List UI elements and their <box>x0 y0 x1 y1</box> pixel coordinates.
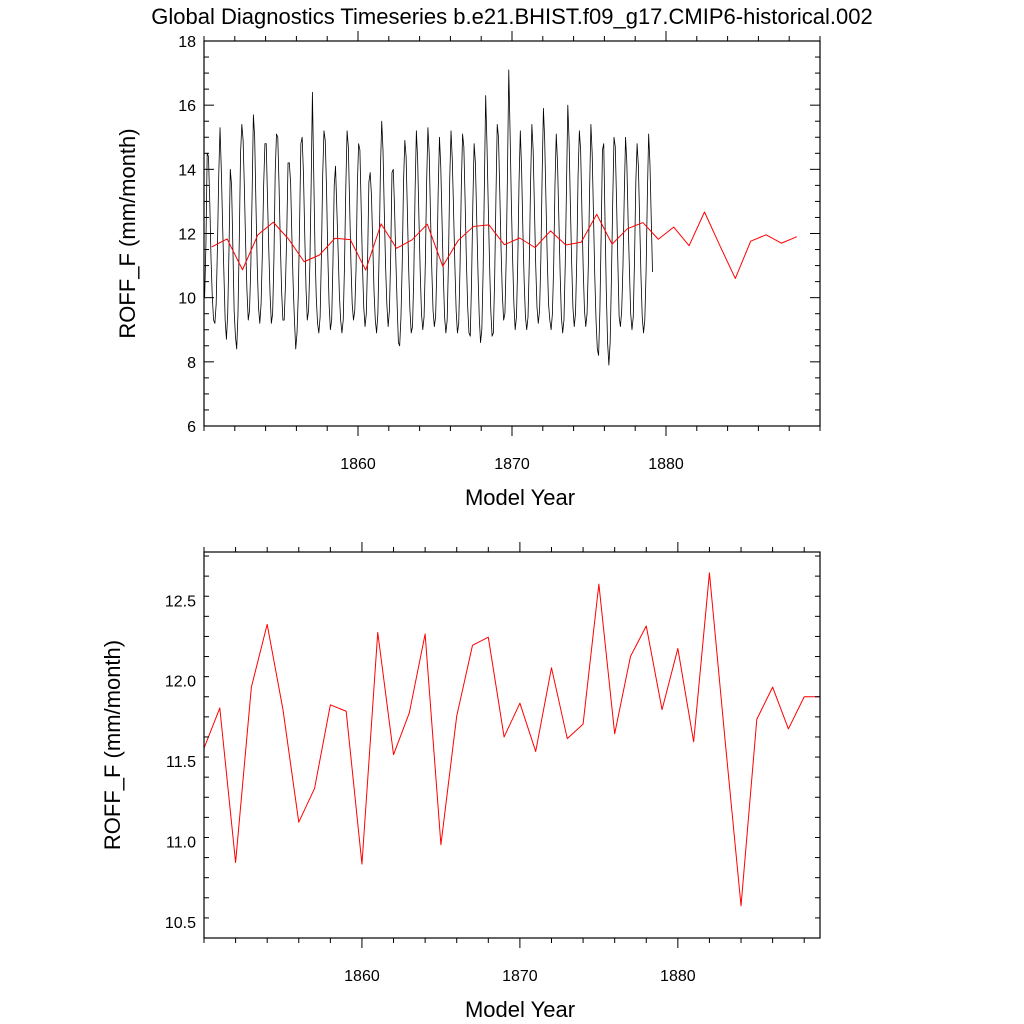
timeseries-panel-annual: 10.5 11.0 11.5 12.0 12.5 1860 1870 1880 Model Ye… <box>100 542 821 1022</box>
y-tick-label: 11.5 <box>166 754 196 771</box>
y-tick-label: 6 <box>187 419 196 436</box>
y-tick-label: 16 <box>178 98 196 115</box>
y-tick-label: 14 <box>178 162 196 179</box>
y-axis-label: ROFF_F (mm/month) <box>100 640 125 850</box>
x-axis-label: Model Year <box>465 997 575 1022</box>
x-tick-label: 1870 <box>494 456 530 473</box>
series-line-monthly <box>204 69 653 366</box>
y-tick-label: 10.5 <box>165 915 196 932</box>
series-line-annual-mean <box>211 211 798 279</box>
y-tick-label: 12 <box>178 227 196 244</box>
x-tick-label: 1860 <box>340 456 376 473</box>
x-tick-label: 1870 <box>502 968 538 985</box>
x-tick-label: 1880 <box>648 456 684 473</box>
y-tick-label: 12.5 <box>165 593 196 610</box>
y-tick-label: 18 <box>178 34 196 51</box>
x-axis-label: Model Year <box>465 485 575 510</box>
y-tick-label: 11.0 <box>166 835 196 852</box>
x-tick-label: 1860 <box>344 968 380 985</box>
y-tick-label: 8 <box>187 355 196 372</box>
y-tick-label: 10 <box>178 291 196 308</box>
x-tick-label: 1880 <box>660 968 696 985</box>
y-tick-label: 12.0 <box>165 674 196 691</box>
y-axis-label: ROFF_F (mm/month) <box>115 128 140 338</box>
timeseries-panel-monthly: 6 8 10 12 14 16 18 1860 1870 1880 Model Year ROFF_F… <box>115 31 821 510</box>
plot-frame <box>203 551 821 939</box>
series-line-annual-mean <box>204 572 820 907</box>
figure-title: Global Diagnostics Timeseries b.e21.BHIS… <box>151 4 872 29</box>
